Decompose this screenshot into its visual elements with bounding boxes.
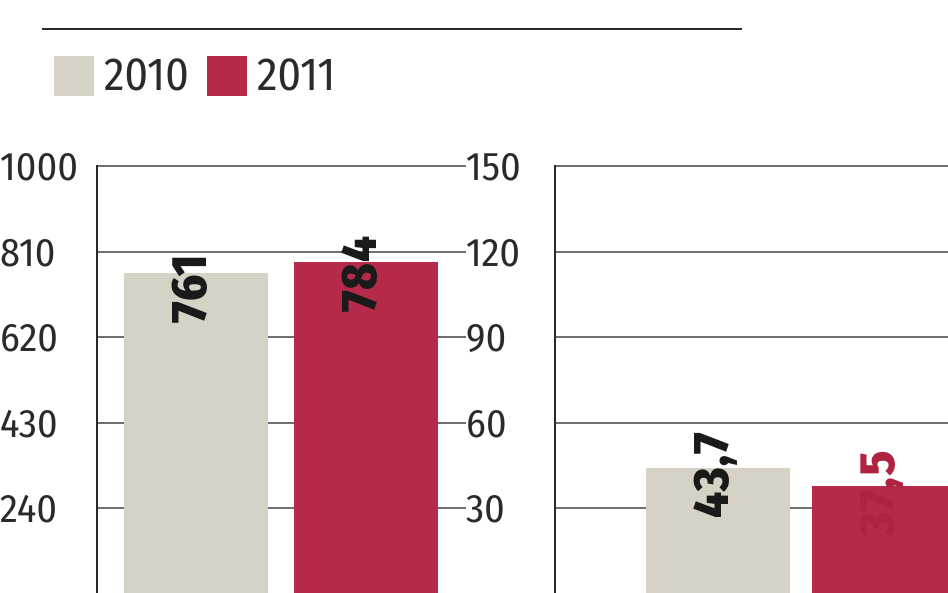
chart-right: 15012090603043,737,5 — [554, 165, 948, 593]
bar-label: 784 — [330, 235, 390, 312]
legend-swatch-2010 — [54, 56, 94, 96]
gridline — [554, 422, 948, 424]
chart-figure: 2010 2011 1000 810 620 430 240 761 784 150 120 9… — [0, 0, 948, 593]
legend-label-2011: 2011 — [257, 48, 335, 103]
ytick-label: 1000 — [0, 143, 78, 191]
chart-left: 1000810620430240761784 — [96, 165, 466, 593]
ytick-label: 30 — [466, 485, 505, 533]
ytick-label: 150 — [466, 143, 521, 191]
gridline — [554, 251, 948, 253]
gridline — [554, 336, 948, 338]
gridline — [96, 165, 466, 167]
ytick-label: 60 — [466, 400, 507, 448]
bar-label: 761 — [160, 253, 220, 322]
ytick-label: 90 — [466, 314, 506, 362]
ytick-label: 240 — [0, 485, 57, 533]
legend-item-2010: 2010 — [54, 48, 189, 103]
legend-label-2010: 2010 — [104, 48, 189, 103]
ytick-label: 430 — [0, 400, 58, 448]
plot-border-left — [554, 165, 556, 593]
gridline — [554, 165, 948, 167]
bar-label: 37,5 — [848, 450, 908, 536]
legend-item-2011: 2011 — [207, 48, 335, 103]
ytick-label: 810 — [0, 229, 55, 277]
bar-label: 43,7 — [682, 432, 742, 519]
legend: 2010 2011 — [54, 48, 335, 103]
plot-border-left — [96, 165, 98, 593]
gridline — [96, 251, 466, 253]
ytick-label: 120 — [466, 229, 520, 277]
legend-swatch-2011 — [207, 56, 247, 96]
ytick-label: 620 — [0, 314, 58, 362]
top-rule — [42, 28, 742, 30]
